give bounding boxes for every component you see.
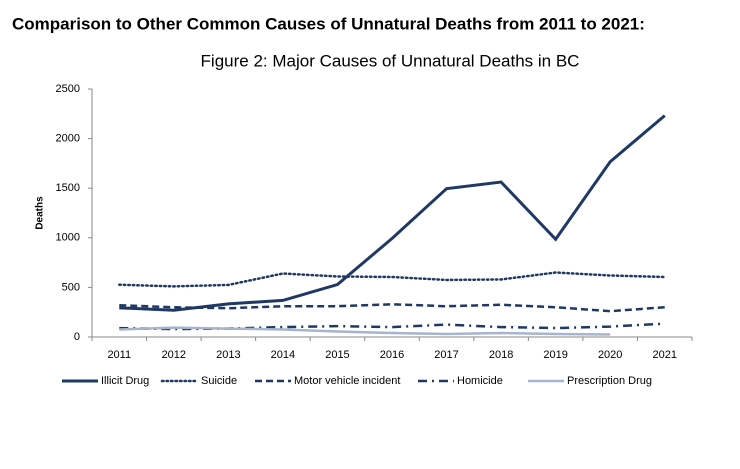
series-line bbox=[118, 271, 666, 288]
y-axis-label: Deaths bbox=[35, 196, 46, 230]
series-line bbox=[119, 303, 665, 313]
series-line bbox=[119, 114, 666, 312]
y-tick-label: 0 bbox=[74, 331, 80, 343]
legend-label: Prescription Drug bbox=[567, 375, 652, 387]
x-tick-label: 2011 bbox=[107, 349, 131, 361]
x-tick-label: 2017 bbox=[434, 349, 458, 361]
chart-title: Figure 2: Major Causes of Unnatural Deat… bbox=[201, 51, 580, 70]
x-tick-label: 2012 bbox=[162, 349, 186, 361]
x-tick-label: 2014 bbox=[271, 349, 295, 361]
legend-label: Homicide bbox=[457, 375, 503, 387]
x-tick-label: 2016 bbox=[380, 349, 404, 361]
y-tick-label: 2000 bbox=[56, 133, 80, 145]
x-tick-label: 2021 bbox=[652, 349, 676, 361]
x-tick-label: 2015 bbox=[325, 349, 349, 361]
x-tick-label: 2013 bbox=[216, 349, 240, 361]
y-tick-label: 2500 bbox=[56, 83, 80, 95]
legend-label: Illicit Drug bbox=[101, 375, 149, 387]
x-tick-label: 2020 bbox=[598, 349, 622, 361]
y-tick-label: 1000 bbox=[56, 232, 80, 244]
legend-label: Suicide bbox=[201, 375, 237, 387]
legend-label: Motor vehicle incident bbox=[294, 375, 400, 387]
y-tick-label: 500 bbox=[62, 281, 80, 293]
x-tick-label: 2018 bbox=[489, 349, 513, 361]
heading: Comparison to Other Common Causes of Unn… bbox=[12, 14, 645, 33]
y-tick-label: 1500 bbox=[56, 182, 80, 194]
x-tick-label: 2019 bbox=[543, 349, 567, 361]
series-line bbox=[119, 326, 611, 336]
